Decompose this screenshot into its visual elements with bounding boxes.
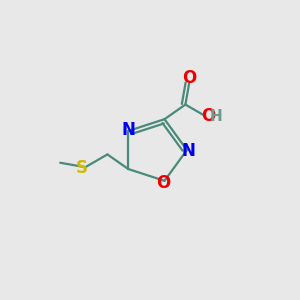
Text: N: N [181, 142, 195, 160]
Text: H: H [209, 109, 222, 124]
Text: S: S [76, 159, 88, 177]
Text: O: O [201, 107, 215, 125]
Text: O: O [156, 174, 170, 192]
Text: N: N [122, 121, 135, 139]
Text: O: O [182, 69, 196, 87]
